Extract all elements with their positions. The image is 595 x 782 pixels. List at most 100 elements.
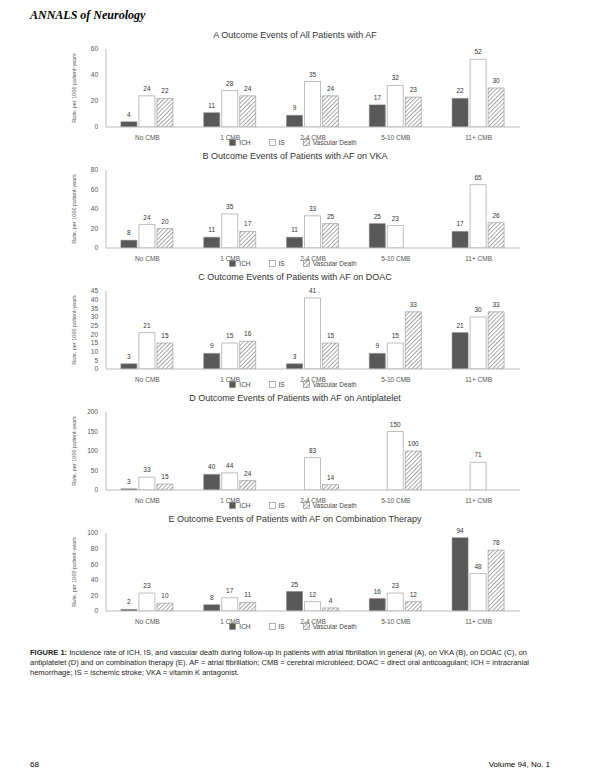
svg-text:9: 9 [293, 104, 297, 111]
svg-text:5-10 CMB: 5-10 CMB [381, 255, 410, 262]
svg-text:1 CMB: 1 CMB [220, 618, 240, 625]
svg-text:30: 30 [91, 313, 99, 320]
svg-text:35: 35 [91, 305, 99, 312]
svg-text:10: 10 [161, 592, 169, 599]
svg-text:1 CMB: 1 CMB [220, 134, 240, 141]
svg-text:0: 0 [94, 244, 98, 251]
svg-text:9: 9 [375, 342, 379, 349]
svg-text:52: 52 [474, 48, 482, 55]
svg-text:20: 20 [161, 218, 169, 225]
svg-text:Rate, per 1000 patient-years: Rate, per 1000 patient-years [71, 295, 77, 365]
svg-text:33: 33 [492, 301, 500, 308]
svg-text:No CMB: No CMB [135, 618, 160, 625]
svg-text:23: 23 [410, 86, 418, 93]
svg-text:150: 150 [87, 428, 98, 435]
svg-text:16: 16 [374, 588, 382, 595]
svg-text:14: 14 [327, 474, 335, 481]
svg-text:5-10 CMB: 5-10 CMB [381, 497, 410, 504]
svg-text:5-10 CMB: 5-10 CMB [381, 618, 410, 625]
svg-text:Rate, per 1000 patient-years: Rate, per 1000 patient-years [71, 416, 77, 486]
svg-text:100: 100 [87, 447, 98, 454]
svg-text:45: 45 [91, 287, 99, 294]
svg-text:21: 21 [143, 322, 151, 329]
svg-text:Rate, per 1000 patient-years: Rate, per 1000 patient-years [71, 174, 77, 244]
svg-text:4: 4 [329, 597, 333, 604]
svg-text:11: 11 [208, 226, 215, 233]
svg-text:33: 33 [143, 466, 151, 473]
svg-text:40: 40 [91, 205, 99, 212]
svg-text:5: 5 [94, 357, 98, 364]
svg-text:40: 40 [91, 576, 99, 583]
svg-text:80: 80 [91, 545, 99, 552]
svg-text:11: 11 [208, 102, 215, 109]
svg-text:33: 33 [309, 205, 317, 212]
svg-text:28: 28 [226, 80, 234, 87]
svg-text:20: 20 [91, 331, 99, 338]
svg-text:11+ CMB: 11+ CMB [465, 255, 492, 262]
svg-text:2-4 CMB: 2-4 CMB [300, 255, 326, 262]
svg-text:23: 23 [143, 582, 151, 589]
svg-text:60: 60 [91, 561, 99, 568]
svg-text:No CMB: No CMB [135, 255, 160, 262]
svg-text:30: 30 [492, 77, 500, 84]
svg-text:3: 3 [127, 478, 131, 485]
svg-text:94: 94 [456, 527, 464, 534]
svg-text:3: 3 [293, 353, 297, 360]
svg-text:65: 65 [474, 174, 482, 181]
svg-text:71: 71 [474, 451, 482, 458]
svg-text:40: 40 [208, 463, 216, 470]
svg-text:2: 2 [127, 598, 131, 605]
svg-text:41: 41 [309, 287, 317, 294]
svg-text:21: 21 [456, 322, 464, 329]
svg-text:24: 24 [327, 85, 335, 92]
svg-text:200: 200 [87, 408, 98, 415]
svg-text:17: 17 [374, 94, 382, 101]
svg-text:30: 30 [474, 306, 482, 313]
svg-text:24: 24 [244, 85, 252, 92]
svg-text:Rate, per 1000 patient-years: Rate, per 1000 patient-years [71, 53, 77, 123]
svg-text:0: 0 [94, 365, 98, 372]
svg-text:10: 10 [91, 348, 99, 355]
svg-text:0: 0 [94, 486, 98, 493]
svg-text:2-4 CMB: 2-4 CMB [300, 134, 326, 141]
svg-text:1 CMB: 1 CMB [220, 255, 240, 262]
svg-text:24: 24 [244, 470, 252, 477]
svg-text:5-10 CMB: 5-10 CMB [381, 376, 410, 383]
svg-text:No CMB: No CMB [135, 134, 160, 141]
svg-text:50: 50 [91, 467, 99, 474]
svg-text:5-10 CMB: 5-10 CMB [381, 134, 410, 141]
svg-text:26: 26 [492, 212, 500, 219]
svg-text:15: 15 [327, 332, 335, 339]
svg-text:12: 12 [309, 591, 317, 598]
svg-text:150: 150 [390, 421, 401, 428]
svg-text:11+ CMB: 11+ CMB [465, 618, 492, 625]
svg-text:1 CMB: 1 CMB [220, 376, 240, 383]
svg-text:60: 60 [91, 45, 99, 52]
svg-text:Rate, per 1000 patient-years: Rate, per 1000 patient-years [71, 537, 77, 607]
svg-text:20: 20 [91, 225, 99, 232]
svg-text:100: 100 [87, 529, 98, 536]
svg-text:0: 0 [94, 123, 98, 130]
svg-text:15: 15 [226, 332, 234, 339]
svg-text:2-4 CMB: 2-4 CMB [300, 618, 326, 625]
svg-text:78: 78 [492, 539, 500, 546]
svg-text:11: 11 [291, 226, 298, 233]
svg-text:22: 22 [161, 87, 169, 94]
svg-text:40: 40 [91, 71, 99, 78]
svg-text:15: 15 [392, 332, 400, 339]
svg-text:15: 15 [161, 332, 169, 339]
svg-text:11+ CMB: 11+ CMB [465, 376, 492, 383]
svg-text:11: 11 [244, 591, 251, 598]
svg-text:No CMB: No CMB [135, 376, 160, 383]
svg-text:48: 48 [474, 563, 482, 570]
svg-text:17: 17 [226, 587, 234, 594]
svg-text:2-4 CMB: 2-4 CMB [300, 497, 326, 504]
svg-text:32: 32 [392, 74, 400, 81]
svg-text:33: 33 [410, 301, 418, 308]
svg-text:15: 15 [91, 339, 99, 346]
svg-text:11+ CMB: 11+ CMB [465, 497, 492, 504]
svg-text:83: 83 [309, 447, 317, 454]
svg-text:35: 35 [226, 203, 234, 210]
svg-text:40: 40 [91, 296, 99, 303]
svg-text:20: 20 [91, 97, 99, 104]
